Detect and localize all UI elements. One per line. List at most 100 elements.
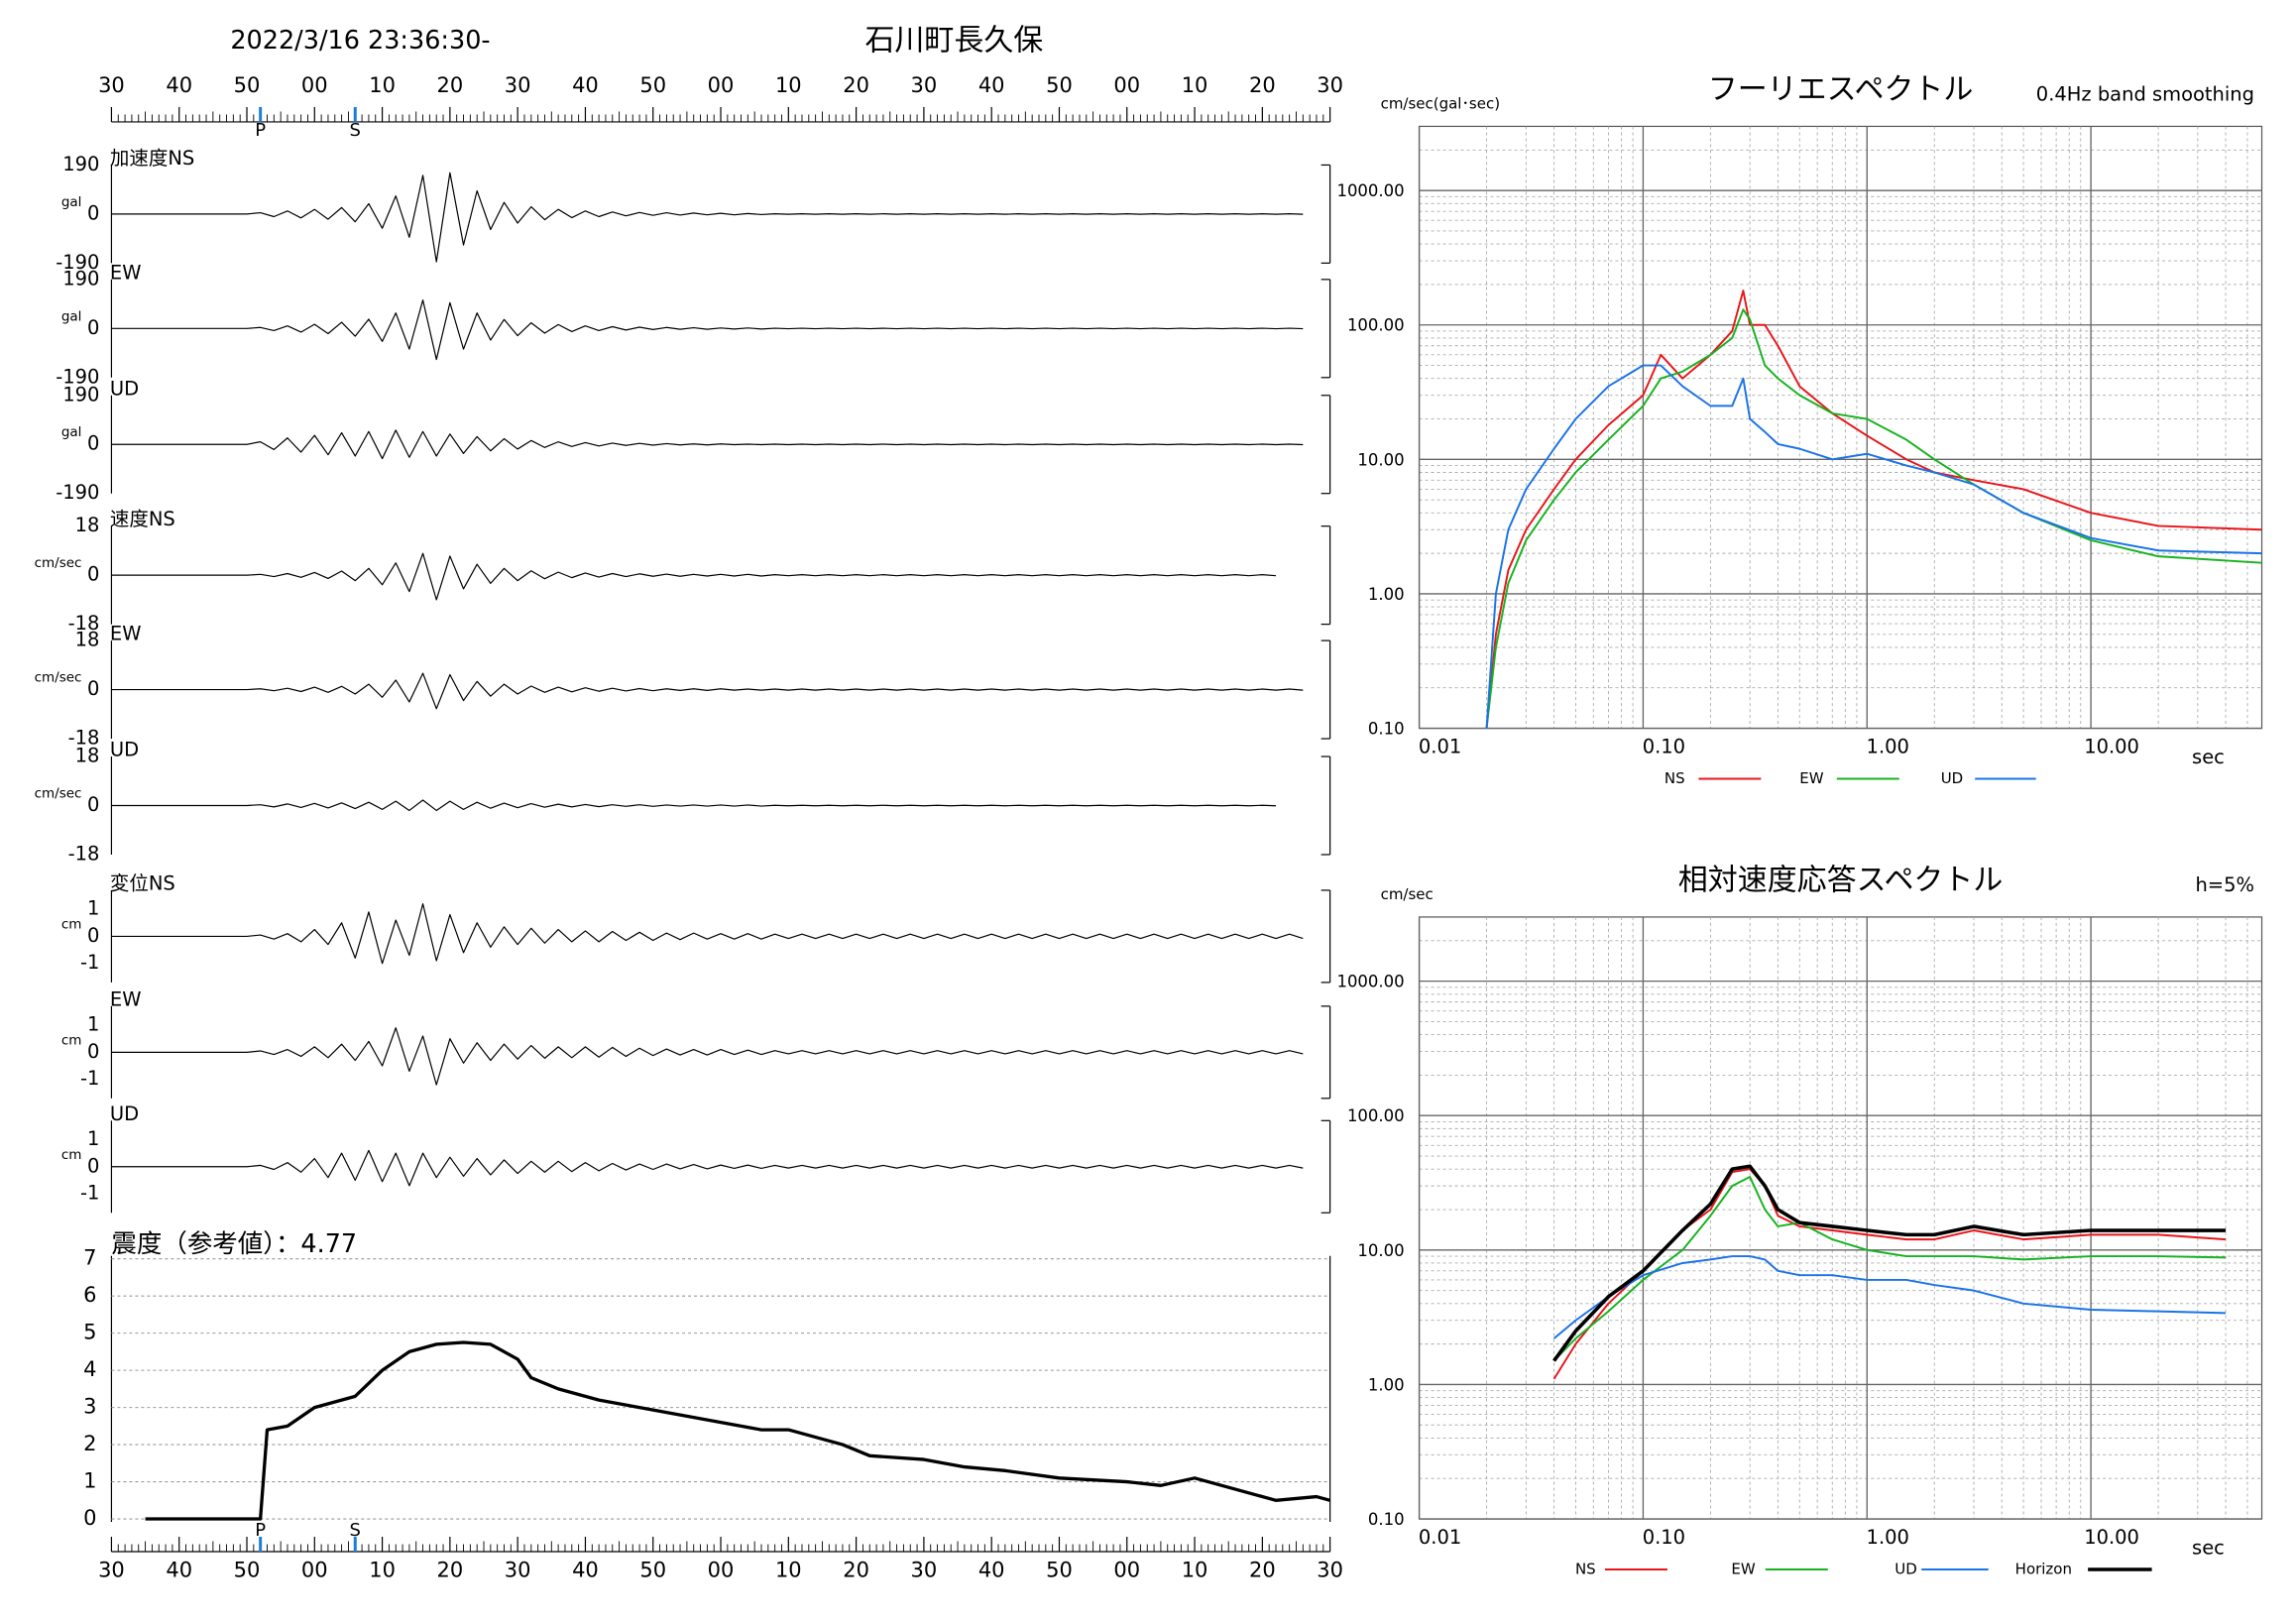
legend-label: NS: [1665, 769, 1685, 787]
x-tick-label: 1.00: [1867, 736, 1909, 758]
y-tick-label: 0.10: [1368, 1510, 1405, 1529]
legend-label: UD: [1894, 1561, 1917, 1578]
unit-label: gal: [61, 424, 82, 440]
unit-label: cm/sec: [35, 786, 82, 802]
y-tick-label: 5: [83, 1321, 96, 1344]
y-axis-label: cm/sec(gal･sec): [1381, 94, 1500, 112]
unit-label: gal: [61, 194, 82, 210]
y-tick-label: 100.00: [1347, 1106, 1405, 1125]
spectrum-line: [1485, 308, 2262, 729]
x-tick-label: 10: [775, 73, 802, 97]
waveform: [111, 903, 1304, 965]
x-tick-label: 00: [301, 73, 328, 97]
y-tick-label: 100.00: [1347, 316, 1405, 335]
y-tick-label: -190: [56, 365, 99, 388]
waveform: [111, 429, 1304, 460]
phase-label: S: [350, 120, 361, 141]
y-tick-label: 10.00: [1357, 450, 1404, 469]
x-tick-label: 10.00: [2084, 736, 2139, 758]
y-tick-label: 7: [83, 1246, 96, 1270]
y-tick-label: 0: [87, 793, 99, 816]
panel-label: UD: [110, 1102, 139, 1125]
x-tick-label: 20: [843, 73, 869, 97]
x-tick-label: 20: [437, 1559, 464, 1582]
plot-area: [1418, 916, 2263, 1520]
x-tick-label: 00: [708, 73, 735, 97]
spectrum-line: [1552, 1176, 2227, 1362]
y-tick-label: 6: [83, 1283, 96, 1307]
x-tick-label: 50: [234, 73, 261, 97]
y-tick-label: 0.10: [1368, 720, 1405, 739]
panel-label: UD: [110, 377, 139, 400]
y-tick-label: 0: [87, 924, 99, 947]
y-tick-label: -18: [68, 842, 100, 865]
legend-label: EW: [1731, 1561, 1755, 1578]
panel-label: EW: [110, 987, 142, 1010]
y-tick-label: 1.00: [1368, 585, 1405, 604]
unit-label: cm/sec: [35, 555, 82, 571]
y-tick-label: 18: [75, 745, 100, 767]
panel-label: EW: [110, 261, 142, 284]
y-tick-label: 0: [87, 316, 99, 339]
phase-label: P: [255, 1520, 266, 1541]
spectrum-line: [1485, 364, 2262, 729]
x-tick-label: 00: [1113, 1559, 1140, 1582]
panel-label: 変位NS: [110, 871, 175, 894]
y-axis-label: cm/sec: [1381, 885, 1434, 903]
x-tick-label: 50: [639, 1559, 666, 1582]
x-tick-label: 1.00: [1867, 1526, 1909, 1549]
x-tick-label: 20: [1249, 73, 1276, 97]
x-tick-label: 40: [572, 1559, 599, 1582]
x-tick-label: 40: [978, 73, 1005, 97]
y-tick-label: 4: [83, 1357, 96, 1381]
chart-subtitle: 0.4Hz band smoothing: [2036, 82, 2254, 105]
waveform: [111, 299, 1304, 361]
x-tick-label: 00: [301, 1559, 328, 1582]
y-tick-label: 0: [87, 432, 99, 455]
record-start-time: 2022/3/16 23:36:30-: [230, 26, 490, 56]
x-axis-label: sec: [2192, 1537, 2225, 1560]
waveform: [111, 552, 1277, 601]
x-tick-label: 30: [505, 73, 531, 97]
unit-label: cm: [61, 916, 82, 932]
y-tick-label: 190: [62, 153, 99, 175]
y-tick-label: 1: [87, 1013, 99, 1036]
x-tick-label: 20: [843, 1559, 869, 1582]
x-tick-label: 50: [1046, 1559, 1073, 1582]
unit-label: gal: [61, 308, 82, 324]
y-tick-label: -190: [56, 251, 99, 274]
y-tick-label: 0: [87, 1040, 99, 1063]
x-tick-label: 40: [978, 1559, 1005, 1582]
x-tick-label: 0.01: [1419, 736, 1461, 758]
chart-title: 相対速度応答スペクトル: [1678, 863, 2004, 897]
y-tick-label: 0: [87, 677, 99, 700]
y-tick-label: 18: [75, 514, 100, 536]
x-tick-label: 10.00: [2084, 1526, 2139, 1549]
x-tick-label: 30: [911, 1559, 938, 1582]
y-tick-label: 1: [87, 897, 99, 920]
panel-label: 速度NS: [110, 508, 175, 530]
x-tick-label: 10: [369, 1559, 396, 1582]
plot-area: [1418, 125, 2263, 730]
y-tick-label: 10.00: [1357, 1241, 1404, 1260]
panel-label: EW: [110, 623, 142, 645]
x-axis-label: sec: [2192, 746, 2225, 768]
x-tick-label: 0.01: [1419, 1526, 1461, 1549]
phase-label: S: [350, 1520, 361, 1541]
x-tick-label: 50: [234, 1559, 261, 1582]
x-tick-label: 50: [639, 73, 666, 97]
chart-subtitle: h=5%: [2195, 873, 2254, 896]
legend-label: Horizon: [2015, 1561, 2072, 1578]
x-tick-label: 40: [166, 73, 192, 97]
chart-title: フーリエスペクトル: [1708, 72, 1974, 107]
legend-label: UD: [1941, 769, 1964, 787]
y-tick-label: 1000.00: [1336, 973, 1404, 991]
x-tick-label: 10: [775, 1559, 802, 1582]
intensity-title: 震度（参考値）：4.77: [111, 1229, 357, 1259]
y-tick-label: 1: [83, 1469, 96, 1493]
x-tick-label: 40: [166, 1559, 192, 1582]
y-tick-label: 0: [83, 1506, 96, 1530]
x-tick-label: 30: [505, 1559, 531, 1582]
